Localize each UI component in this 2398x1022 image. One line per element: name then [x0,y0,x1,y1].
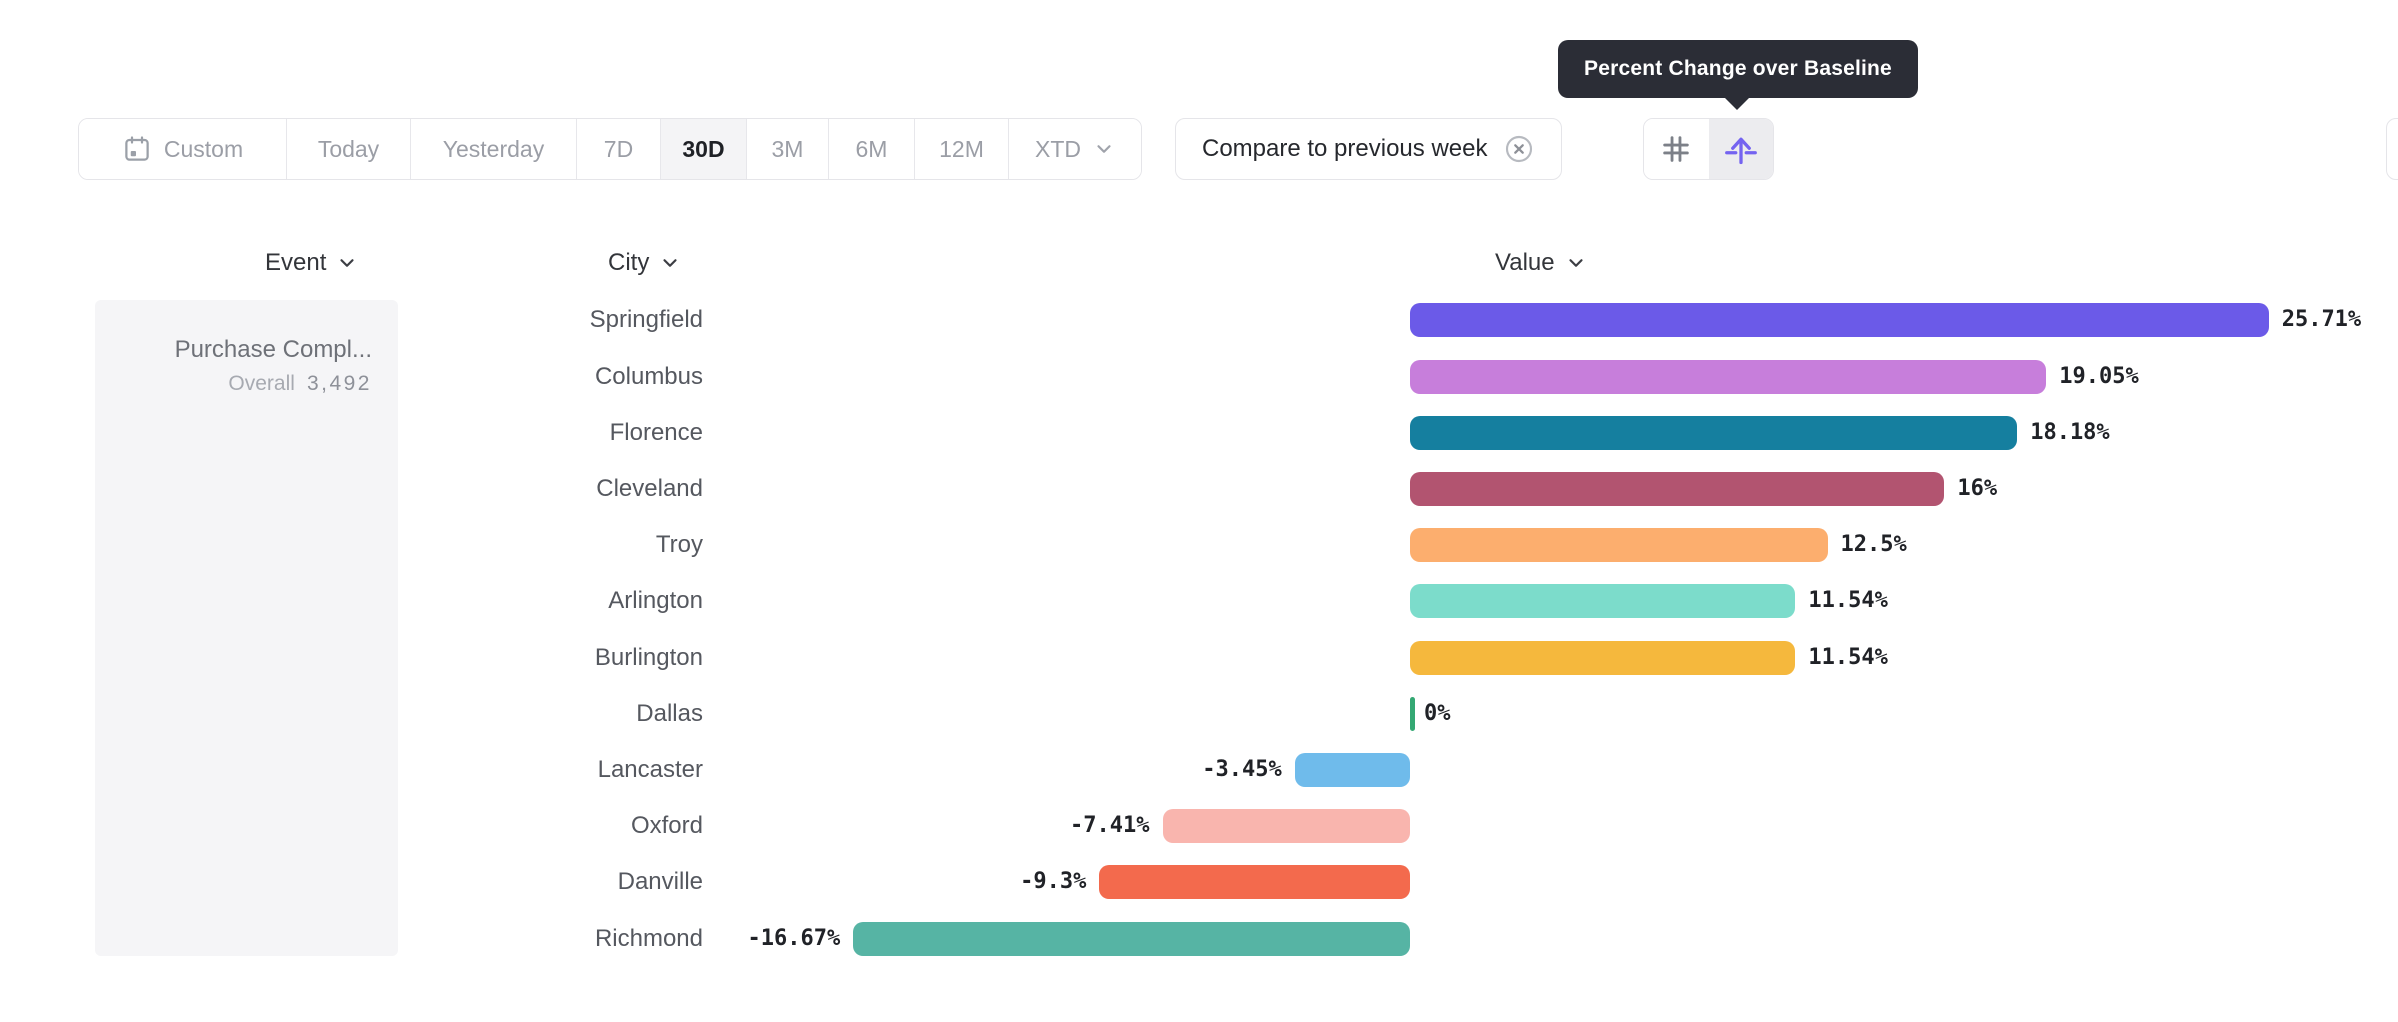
value-label: -7.41% [1070,813,1150,839]
value-bar[interactable] [1410,640,1796,675]
event-card[interactable]: Purchase Compl... Overall 3,492 [95,300,398,956]
column-header-value[interactable]: Value [1495,246,1587,280]
city-label: Florence [609,418,703,446]
chevron-down-icon [659,252,681,274]
city-label: Dallas [636,699,703,727]
date-range-label: 30D [682,135,725,162]
value-label: 16% [1957,475,1998,501]
percent-change-baseline-button[interactable] [1708,119,1773,179]
date-range-12m[interactable]: 12M [915,119,1009,179]
value-label: 12.5% [1840,532,1907,558]
grid-view-button[interactable] [1644,119,1709,179]
date-range-label: 3M [771,135,804,162]
city-label: Arlington [608,587,703,615]
city-label: Cleveland [596,474,703,502]
value-bar[interactable] [1410,303,2269,338]
value-bar[interactable] [1410,696,1415,731]
tooltip-arrow [1724,97,1750,110]
city-label: Burlington [594,643,703,671]
column-header-event-label: Event [265,249,327,276]
compare-chip[interactable]: Compare to previous week [1175,118,1563,180]
value-label: 11.54% [1808,644,1888,670]
date-range-6m[interactable]: 6M [829,119,915,179]
date-range-label: Custom [163,135,244,162]
date-range-label: Today [317,135,380,162]
event-metric-label: Overall [228,372,295,395]
value-bar[interactable] [1410,415,2018,450]
value-bar[interactable] [1162,809,1410,844]
event-title: Purchase Compl... [174,336,372,363]
date-range-label: 6M [855,135,888,162]
date-range-label: XTD [1035,135,1081,162]
column-header-city-label: City [608,249,650,276]
baseline-arrow-icon [1723,131,1759,167]
value-bar[interactable] [1294,752,1410,787]
tooltip-percent-change: Percent Change over Baseline [1558,40,1918,110]
chevron-down-icon [1093,138,1115,160]
city-label: Oxford [630,812,703,840]
value-bar[interactable] [1410,471,1945,506]
date-range-xtd[interactable]: XTD [1009,119,1141,179]
clipped-toolbar-button[interactable] [2386,118,2398,180]
remove-comparison-icon[interactable] [1503,133,1535,165]
city-label: Danville [617,868,703,896]
value-label: -16.67% [747,925,841,951]
value-label: 19.05% [2059,363,2139,389]
date-range-3m[interactable]: 3M [747,119,829,179]
date-range-label: 12M [939,135,984,162]
city-label: Troy [655,531,703,559]
event-metric-value: 3,492 [306,372,372,395]
date-range-today[interactable]: Today [287,119,411,179]
value-bar[interactable] [1410,528,1828,563]
date-range-30d[interactable]: 30D [661,119,747,179]
value-label: 11.54% [1808,588,1888,614]
date-range-yesterday[interactable]: Yesterday [411,119,577,179]
column-header-value-label: Value [1495,249,1555,276]
column-header-event[interactable]: Event [265,246,358,280]
date-range-7d[interactable]: 7D [577,119,661,179]
compare-chip-label: Compare to previous week [1202,135,1488,162]
chevron-down-icon [1565,252,1587,274]
view-toggle-group [1643,118,1774,180]
city-label: Springfield [589,306,703,334]
value-bar[interactable] [853,921,1410,956]
date-range-label: Yesterday [442,135,545,162]
date-range-label: 7D [603,135,634,162]
chevron-down-icon [336,252,358,274]
calendar-icon [122,134,152,164]
value-label: -9.3% [1020,869,1087,895]
grid-icon [1659,132,1693,166]
value-bar[interactable] [1099,865,1410,900]
value-label: 25.71% [2281,307,2362,333]
city-label: Columbus [594,362,703,390]
event-metric: Overall 3,492 [228,372,372,396]
date-range-selector: Custom Today Yesterday 7D 30D 3M 6M 12M XTD [78,118,1142,180]
tooltip-text: Percent Change over Baseline [1584,57,1892,80]
value-label: 0% [1424,700,1451,726]
value-bar[interactable] [1410,359,2047,394]
value-label: -3.45% [1202,756,1282,782]
value-bar[interactable] [1410,584,1796,619]
city-label: Lancaster [597,755,703,783]
column-header-city[interactable]: City [608,246,681,280]
value-label: 18.18% [2030,419,2110,445]
date-range-custom[interactable]: Custom [79,119,287,179]
city-label: Richmond [594,924,703,952]
